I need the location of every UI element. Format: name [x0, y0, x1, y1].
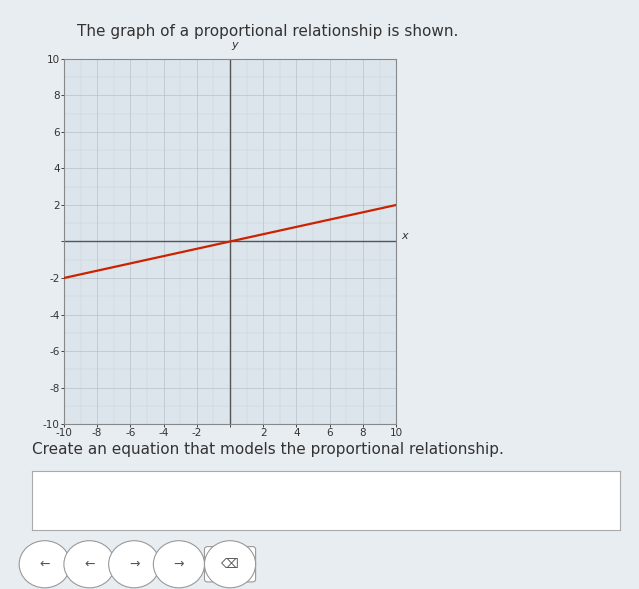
Text: y: y: [232, 40, 238, 49]
Text: x: x: [401, 231, 408, 241]
Text: The graph of a proportional relationship is shown.: The graph of a proportional relationship…: [77, 24, 458, 38]
Text: →: →: [174, 558, 184, 571]
Text: →: →: [129, 558, 139, 571]
Text: ←: ←: [84, 558, 95, 571]
Text: ⌫: ⌫: [221, 558, 239, 571]
Text: ←: ←: [40, 558, 50, 571]
Text: Create an equation that models the proportional relationship.: Create an equation that models the propo…: [32, 442, 504, 456]
